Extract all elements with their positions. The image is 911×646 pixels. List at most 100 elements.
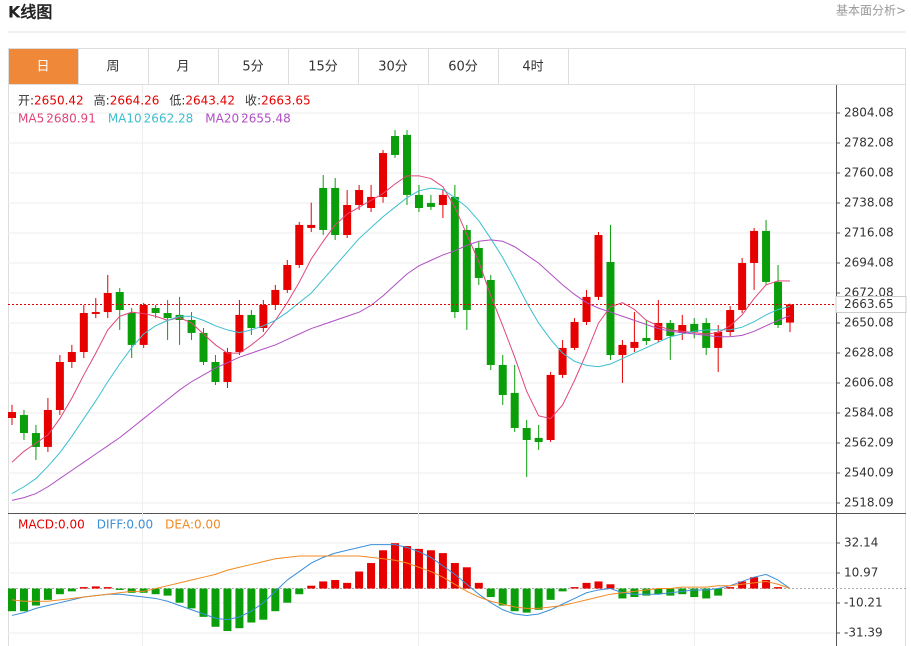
- legend-name: MA5: [18, 112, 44, 126]
- tab[interactable]: [8, 48, 79, 85]
- y-tick-label: -31.39: [844, 625, 883, 639]
- tab-label[interactable]: 4时: [522, 60, 543, 75]
- macd-bar: [534, 588, 543, 610]
- candle-body: [91, 312, 100, 314]
- tab-label[interactable]: 60分: [448, 60, 478, 75]
- candle-body: [295, 224, 304, 266]
- macd-bar: [235, 588, 244, 629]
- macd-header: DEA:0.00: [165, 518, 221, 532]
- tab-label[interactable]: 30分: [378, 60, 408, 75]
- macd-bar: [127, 588, 136, 593]
- candle-body: [582, 296, 591, 323]
- tab-label[interactable]: 月: [176, 60, 189, 75]
- ohlc-value: 2663.65: [261, 94, 311, 108]
- macd-bar: [618, 588, 627, 599]
- macd-bar: [642, 588, 651, 596]
- macd-bar: [462, 567, 471, 589]
- candle-body: [438, 194, 447, 206]
- candle-body: [31, 433, 40, 447]
- last-price-box: [835, 295, 907, 313]
- candle-body: [307, 224, 316, 228]
- macd-bar: [211, 588, 220, 627]
- legend-name: MA20: [205, 112, 239, 126]
- macd-bar: [558, 588, 567, 592]
- legend-colon: :: [241, 112, 245, 126]
- legend-colon: :: [46, 112, 50, 126]
- ma-line: [11, 175, 791, 463]
- macd-bar: [426, 550, 435, 589]
- macd-bar: [19, 588, 28, 612]
- y-tick-label: 2716.08: [844, 225, 894, 239]
- macd-bar: [726, 587, 735, 589]
- ohlc-label: 收:: [245, 94, 261, 108]
- tab[interactable]: [218, 48, 289, 85]
- macd-bar: [355, 571, 364, 589]
- macd-bar: [594, 581, 603, 589]
- candle-body: [271, 289, 280, 305]
- y-tick-label: 10.97: [844, 565, 878, 579]
- analysis-link[interactable]: 基本面分析>: [836, 4, 906, 18]
- macd-bar: [307, 585, 316, 589]
- candle-body: [606, 262, 615, 356]
- ohlc-value: 2650.42: [34, 94, 84, 108]
- macd-bar: [474, 582, 483, 589]
- candle-body: [19, 415, 28, 434]
- y-tick-label: 2540.09: [844, 465, 894, 479]
- ma-line: [11, 239, 791, 501]
- macd-bar: [223, 588, 232, 632]
- candle-body: [283, 265, 292, 290]
- candle-body: [618, 344, 627, 356]
- chart-frame: [8, 48, 906, 646]
- macd-bar: [199, 588, 208, 617]
- candle-body: [462, 229, 471, 311]
- macd-bar: [259, 588, 268, 620]
- macd-bar: [546, 588, 555, 600]
- tab-label[interactable]: 日: [36, 60, 49, 75]
- candle-body: [678, 325, 687, 333]
- macd-bar: [115, 588, 124, 590]
- y-tick-label: 2562.09: [844, 435, 894, 449]
- candle-body: [714, 331, 723, 348]
- y-tick-label: 2584.08: [844, 405, 894, 419]
- ohlc-label: 低:: [169, 94, 185, 108]
- candle-body: [343, 205, 352, 236]
- candle-body: [55, 361, 64, 410]
- macd-bar: [367, 563, 376, 589]
- macd-bar: [391, 543, 400, 589]
- macd-bar: [271, 588, 280, 612]
- ohlc-value: 2643.42: [185, 94, 235, 108]
- macd-bar: [654, 588, 663, 595]
- tab-label[interactable]: 5分: [242, 60, 263, 75]
- candle-body: [726, 310, 735, 332]
- candle-body: [414, 194, 423, 209]
- macd-bar: [738, 581, 747, 589]
- tab[interactable]: [288, 48, 359, 85]
- tab-label[interactable]: 15分: [308, 60, 338, 75]
- y-tick-label: 32.14: [844, 536, 878, 550]
- candle-body: [498, 364, 507, 395]
- tab-label[interactable]: 周: [106, 60, 119, 75]
- tab[interactable]: [358, 48, 429, 85]
- candle-body: [367, 196, 376, 209]
- macd-bar: [103, 587, 112, 589]
- macd-bar: [67, 588, 76, 592]
- legend-colon: :: [144, 112, 148, 126]
- y-tick-label: 2738.08: [844, 195, 894, 209]
- ohlc-value: 2664.26: [110, 94, 160, 108]
- tab[interactable]: [148, 48, 219, 85]
- legend-value: 2655.48: [241, 112, 291, 126]
- candle-body: [259, 304, 268, 329]
- widget-title: K线图: [8, 3, 52, 22]
- candle-body: [247, 314, 256, 329]
- candle-body: [139, 304, 148, 345]
- last-price-label: 2663.65: [844, 297, 894, 311]
- candle-body: [187, 319, 196, 333]
- candle-body: [546, 374, 555, 440]
- candle-body: [43, 409, 52, 447]
- candle-body: [774, 281, 783, 326]
- macd-bar: [486, 588, 495, 598]
- tab[interactable]: [78, 48, 149, 85]
- tab[interactable]: [498, 48, 569, 85]
- macd-bar: [438, 553, 447, 589]
